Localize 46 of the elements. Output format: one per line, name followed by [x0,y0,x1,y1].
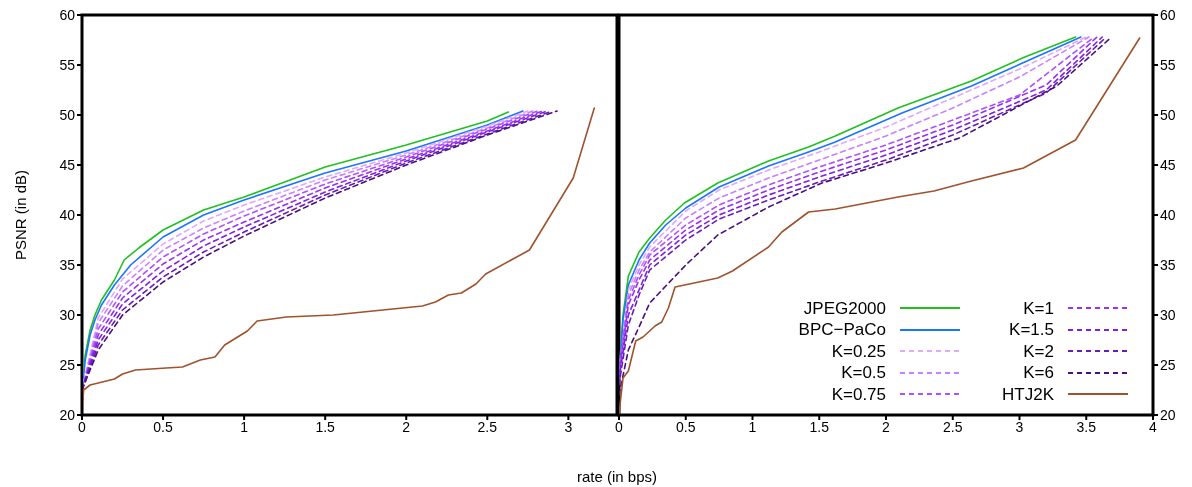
y-tick-label: 30 [59,306,76,323]
y-tick-label: 40 [1160,206,1176,223]
x-tick-label: 1 [748,418,757,435]
y-tick-label: 45 [1160,156,1176,173]
legend-label: K=6 [1023,362,1054,384]
x-tick-label: 0.5 [153,418,173,435]
legend-label: K=0.75 [831,383,887,405]
y-tick-label: 25 [1160,356,1176,373]
x-tick-label: 3 [564,418,573,435]
y-tick-label: 35 [1160,256,1176,273]
x-tick-label: 2.5 [477,418,498,435]
x-tick-label: 0 [78,418,87,435]
x-tick-label: 2.5 [943,418,963,435]
x-tick-label: 1.5 [315,418,336,435]
y-tick-label: 50 [1160,106,1176,123]
legend-label: K=1 [1023,297,1054,319]
x-tick-label: 3 [1015,418,1024,435]
y-tick-label: 30 [1160,306,1176,323]
x-tick-label: 0.5 [676,418,696,435]
x-tick-label: 0 [615,418,624,435]
x-tick-label: 1 [240,418,249,435]
x-axis-title: rate (in bps) [576,467,658,485]
y-tick-label: 25 [59,356,76,373]
legend-label: K=1.5 [1009,319,1054,341]
x-tick-label: 1.5 [809,418,830,435]
y-tick-label: 20 [59,406,76,423]
y-tick-label: 55 [59,56,76,73]
y-tick-label: 60 [1160,6,1176,23]
x-tick-label: 2 [882,418,891,435]
y-tick-label: 40 [59,206,76,223]
y-tick-label: 60 [59,6,76,23]
y-tick-label: 55 [1160,56,1176,73]
y-axis-title: PSNR (in dB) [11,169,29,261]
y-tick-label: 45 [59,156,76,173]
y-tick-label: 35 [59,256,76,273]
legend-label: K=0.5 [841,362,887,384]
legend-label: BPC−PaCo [798,319,887,341]
legend-label: K=2 [1023,340,1054,362]
x-tick-label: 4 [1149,418,1158,435]
y-tick-label: 20 [1160,406,1176,423]
x-tick-label: 3.5 [1076,418,1097,435]
x-tick-label: 2 [402,418,411,435]
legend-label: JPEG2000 [803,297,887,319]
legend-label: K=0.25 [831,340,887,362]
legend-label: HTJ2K [1002,383,1054,405]
y-tick-label: 50 [59,106,76,123]
